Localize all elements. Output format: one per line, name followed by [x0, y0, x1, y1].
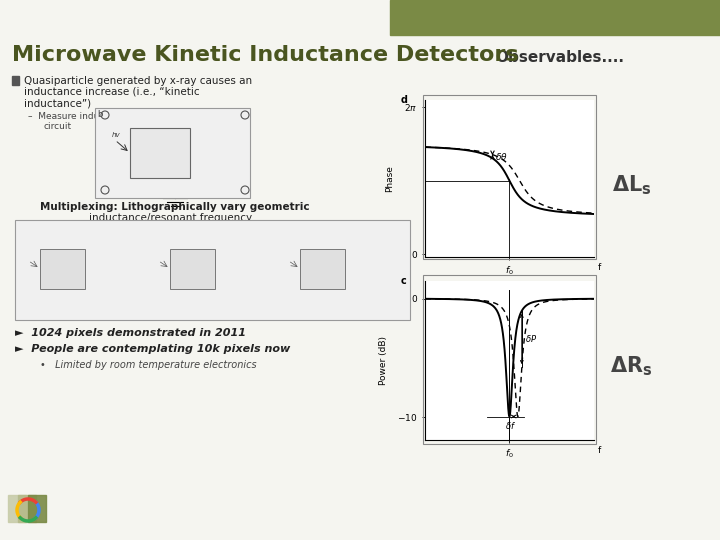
Text: ►  People are contemplating 10k pixels now: ► People are contemplating 10k pixels no…: [15, 344, 290, 354]
Polygon shape: [28, 495, 46, 522]
Text: hv: hv: [112, 132, 121, 138]
Text: $\delta P$: $\delta P$: [525, 334, 537, 345]
Text: Quasiparticle generated by x-ray causes an: Quasiparticle generated by x-ray causes …: [24, 76, 252, 86]
Text: Microwave Kinetic Inductance Detectors: Microwave Kinetic Inductance Detectors: [12, 45, 518, 65]
Text: c: c: [401, 276, 407, 286]
Text: b: b: [97, 110, 102, 119]
Text: Observables....: Observables....: [495, 50, 624, 65]
Text: inductance”): inductance”): [24, 98, 91, 108]
Text: hv: hv: [305, 260, 312, 266]
Text: $\delta f$: $\delta f$: [505, 420, 516, 431]
Text: ►  1024 pixels demonstrated in 2011: ► 1024 pixels demonstrated in 2011: [15, 328, 246, 338]
Text: hv: hv: [45, 260, 52, 266]
Text: Multiplexing: Lithographically vary geometric: Multiplexing: Lithographically vary geom…: [40, 202, 310, 212]
Bar: [15, 220, 410, 320]
Bar: [12, 76, 19, 85]
Text: $\bfΔL_s$: $\bfΔL_s$: [611, 173, 652, 197]
Text: •   Limited by room temperature electronics: • Limited by room temperature electronic…: [40, 360, 256, 370]
Text: inductance increase (i.e., “kinetic: inductance increase (i.e., “kinetic: [24, 87, 199, 97]
Y-axis label: Power (dB): Power (dB): [379, 336, 387, 385]
Bar: [95, 108, 250, 198]
Polygon shape: [8, 495, 26, 522]
Text: inductance/resonant frequency...: inductance/resonant frequency...: [89, 213, 261, 223]
Bar: [300, 248, 345, 288]
Bar: [130, 128, 190, 178]
Text: d: d: [401, 95, 408, 105]
Text: $\delta\theta$: $\delta\theta$: [495, 151, 508, 162]
Text: circuit: circuit: [44, 122, 72, 131]
Text: f: f: [598, 447, 600, 455]
Y-axis label: Phase: Phase: [385, 165, 395, 192]
Text: $\bfΔR_s$: $\bfΔR_s$: [611, 354, 652, 377]
Text: –  Measure inductance change in a LC resonating: – Measure inductance change in a LC reso…: [28, 112, 251, 121]
Text: hv: hv: [175, 260, 181, 266]
Bar: [170, 248, 215, 288]
Bar: [390, 0, 720, 35]
Polygon shape: [18, 495, 36, 522]
Bar: [40, 248, 85, 288]
Text: f: f: [598, 263, 600, 272]
